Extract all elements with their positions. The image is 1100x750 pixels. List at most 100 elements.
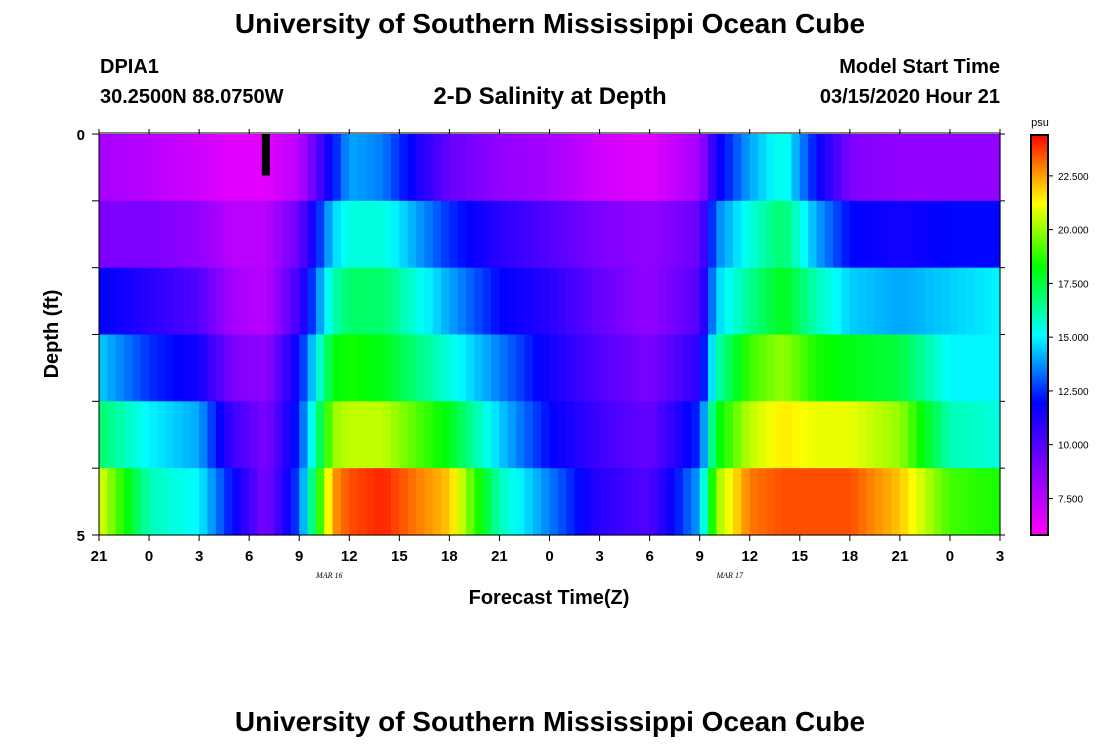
- heatmap-cell: [949, 334, 959, 402]
- heatmap-cell: [474, 401, 484, 469]
- heatmap-cell: [758, 334, 767, 402]
- x-tick-label: 3: [996, 548, 1004, 565]
- heatmap-cell: [591, 267, 601, 336]
- heatmap-cell: [883, 334, 893, 402]
- heatmap-cell: [824, 134, 834, 202]
- heatmap-cell: [491, 200, 501, 269]
- heatmap-cell: [891, 401, 901, 469]
- heatmap-cell: [407, 468, 417, 536]
- heatmap-cell: [833, 200, 843, 269]
- heatmap-cell: [265, 200, 275, 269]
- heatmap-cell: [340, 468, 350, 536]
- x-tick-label: 6: [245, 548, 253, 565]
- heatmap-cell: [541, 468, 551, 536]
- heatmap-cell: [858, 200, 868, 269]
- heatmap-cell: [949, 401, 959, 469]
- heatmap-cell: [332, 134, 342, 202]
- heatmap-cell: [532, 267, 542, 336]
- heatmap-cell: [349, 401, 359, 469]
- heatmap-cell: [99, 134, 108, 202]
- heatmap-cell: [949, 134, 959, 202]
- heatmap-cell: [282, 468, 292, 536]
- heatmap-cell: [841, 334, 851, 402]
- heatmap-cell: [674, 134, 684, 202]
- heatmap-cell: [849, 200, 859, 269]
- heatmap-cell: [307, 134, 317, 202]
- chart-title: 2-D Salinity at Depth: [433, 83, 667, 110]
- heatmap-cell: [874, 200, 884, 269]
- heatmap-cell: [607, 200, 617, 269]
- heatmap-cell: [224, 134, 234, 202]
- heatmap-cell: [365, 334, 375, 402]
- heatmap-cell: [474, 334, 484, 402]
- heatmap-cell: [733, 334, 742, 402]
- heatmap-cell: [916, 267, 926, 336]
- heatmap-cell: [290, 267, 300, 336]
- heatmap-cell: [416, 334, 425, 402]
- chart-axes: 21 0 3 6 9 12 15 18 21 0 3 6 9 12 15 18 21 0 3 MAR 16 MAR 17…: [77, 127, 1005, 580]
- x-tick-label: 0: [545, 548, 553, 565]
- heatmap-cell: [716, 401, 726, 469]
- heatmap-cell: [349, 200, 359, 269]
- heatmap-cell: [958, 334, 968, 402]
- heatmap-cell: [140, 200, 150, 269]
- heatmap-cell: [682, 401, 692, 469]
- heatmap-cell: [524, 267, 534, 336]
- heatmap-cell: [99, 334, 108, 402]
- heatmap-cell: [207, 134, 217, 202]
- heatmap-cell: [758, 267, 767, 336]
- heatmap-cell: [574, 267, 584, 336]
- heatmap-cell: [774, 468, 784, 536]
- heatmap-cell: [582, 468, 592, 536]
- heatmap-cell: [315, 200, 325, 269]
- heatmap-cell: [199, 267, 209, 336]
- heatmap-cell: [924, 401, 934, 469]
- heatmap-cell: [332, 334, 342, 402]
- colorbar-tick-label: 22.500: [1058, 172, 1089, 183]
- heatmap-cell: [824, 334, 834, 402]
- heatmap-cell: [733, 267, 742, 336]
- heatmap-cell: [599, 134, 609, 202]
- heatmap-cell: [916, 334, 926, 402]
- heatmap-cell: [699, 200, 709, 269]
- heatmap-cell: [232, 134, 242, 202]
- heatmap-cell: [624, 468, 634, 536]
- x-tick-label: 15: [791, 548, 808, 565]
- heatmap-cell: [324, 200, 334, 269]
- heatmap-cell: [699, 267, 709, 336]
- heatmap-cell: [849, 267, 859, 336]
- heatmap-cell: [783, 401, 793, 469]
- heatmap-cell: [566, 401, 576, 469]
- heatmap-cell: [891, 267, 901, 336]
- heatmap-cell: [808, 134, 818, 202]
- heatmap-cell: [449, 334, 459, 402]
- heatmap-cell: [107, 267, 117, 336]
- heatmap-cell: [516, 267, 526, 336]
- heatmap-cell: [115, 200, 125, 269]
- heatmap-cell: [958, 267, 968, 336]
- heatmap-cell: [382, 401, 392, 469]
- heatmap-cell: [933, 200, 943, 269]
- heatmap-cell: [99, 468, 108, 536]
- heatmap-cell: [783, 334, 793, 402]
- heatmap-cell: [958, 468, 968, 536]
- heatmap-cell: [933, 468, 943, 536]
- heatmap-cell: [599, 401, 609, 469]
- heatmap-cell: [582, 334, 592, 402]
- heatmap-cell: [641, 334, 651, 402]
- heatmap-cell: [891, 134, 901, 202]
- heatmap-cell: [474, 468, 484, 536]
- colorbar-ticks: 7.500 10.000 12.500 15.000 17.500 20.000 22.50…: [1048, 172, 1089, 505]
- heatmap-cell: [758, 134, 767, 202]
- heatmap-cell: [749, 468, 759, 536]
- heatmap-cell: [799, 401, 809, 469]
- heatmap-cell: [257, 267, 267, 336]
- heatmap-cell: [733, 200, 742, 269]
- heatmap-cell: [315, 334, 325, 402]
- heatmap-cell: [132, 134, 142, 202]
- heatmap-cell: [466, 200, 476, 269]
- heatmap-cell: [791, 468, 801, 536]
- heatmap-cell: [966, 200, 976, 269]
- heatmap-cell: [157, 468, 167, 536]
- heatmap-cell: [140, 401, 150, 469]
